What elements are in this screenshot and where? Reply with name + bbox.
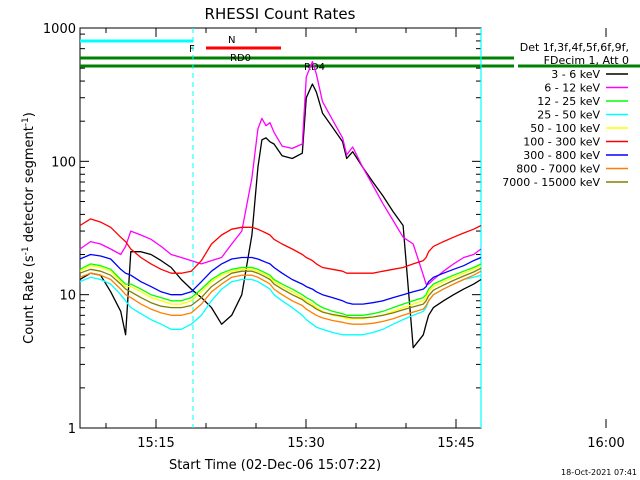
legend-header-line1: Det 1f,3f,4f,5f,6f,9f, [520,41,629,54]
y-tick-label: 10 [59,289,76,304]
y-tick-label: 100 [51,155,76,170]
legend-label-1: 6 - 12 keV [544,82,600,95]
annotation-rd0: RD0 [230,53,251,64]
series-line-0 [79,83,482,349]
series-line-4 [79,265,482,320]
y-tick-label: 1 [68,422,76,437]
legend-label-0: 3 - 6 keV [551,68,600,81]
legend-label-5: 100 - 300 keV [523,136,600,149]
legend-label-2: 12 - 25 keV [537,95,600,108]
legend-label-8: 7000 - 15000 keV [502,176,600,189]
annotation-f: F [189,44,195,55]
series-line-3 [79,274,482,336]
series-line-5 [79,218,482,274]
series-line-1 [79,60,482,285]
x-tick-label: 16:00 [587,436,624,451]
legend-label-6: 300 - 800 keV [523,149,600,162]
x-tick-label: 15:30 [287,436,324,451]
plot-frame [79,27,482,429]
x-tick-label: 15:15 [137,436,174,451]
series-line-6 [79,253,482,305]
annotation-n: N [228,35,235,46]
legend-label-3: 25 - 50 keV [537,109,600,122]
legend-label-7: 800 - 7000 keV [516,163,600,176]
x-tick-label: 15:45 [437,436,474,451]
chart-title: RHESSI Count Rates [205,5,356,23]
y-tick-label: 1000 [43,22,76,37]
y-axis-label: Count Rate (s-1 detector segment-1) [21,112,37,344]
legend-header-line2: FDecim 1, Att 0 [544,54,629,67]
legend-label-4: 50 - 100 keV [530,122,600,135]
footer-date: 18-Oct-2021 07:41 [561,468,637,477]
x-axis-label: Start Time (02-Dec-06 15:07:22) [169,458,381,473]
series-line-8 [79,267,482,319]
series-line-7 [79,270,482,325]
series-line-2 [79,263,482,316]
